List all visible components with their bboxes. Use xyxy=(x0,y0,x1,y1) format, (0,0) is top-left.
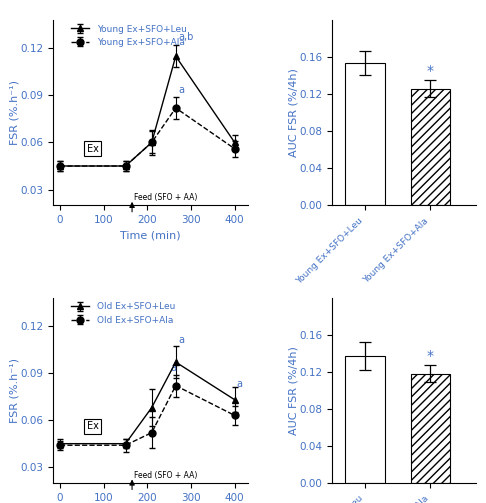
Text: Feed (SFO + AA): Feed (SFO + AA) xyxy=(134,193,198,202)
Text: *: * xyxy=(427,349,434,363)
Text: Young Ex+SFO+Ala: Young Ex+SFO+Ala xyxy=(362,216,431,285)
Text: Feed (SFO + AA): Feed (SFO + AA) xyxy=(134,471,198,480)
Text: a: a xyxy=(171,363,176,373)
Y-axis label: FSR (%.h⁻¹): FSR (%.h⁻¹) xyxy=(9,358,19,423)
Text: Old Ex+SFO+Leu: Old Ex+SFO+Leu xyxy=(303,494,365,503)
Text: a,b: a,b xyxy=(178,32,193,42)
X-axis label: Time (min): Time (min) xyxy=(121,230,181,240)
Y-axis label: FSR (%.h⁻¹): FSR (%.h⁻¹) xyxy=(9,80,19,145)
Text: Old Ex+SFO+Ala: Old Ex+SFO+Ala xyxy=(370,494,431,503)
Text: a: a xyxy=(178,335,184,345)
Text: Ex: Ex xyxy=(87,422,99,432)
Text: Ex: Ex xyxy=(87,144,99,154)
Legend: Young Ex+SFO+Leu, Young Ex+SFO+Ala: Young Ex+SFO+Leu, Young Ex+SFO+Ala xyxy=(68,21,190,51)
Text: a: a xyxy=(178,86,184,96)
Text: *: * xyxy=(427,63,434,77)
Bar xyxy=(411,89,450,205)
Bar xyxy=(411,374,450,483)
Text: a: a xyxy=(237,379,243,389)
Y-axis label: AUC FSR (%/4h): AUC FSR (%/4h) xyxy=(288,68,298,157)
Bar xyxy=(346,356,385,483)
Y-axis label: AUC FSR (%/4h): AUC FSR (%/4h) xyxy=(288,346,298,435)
Bar xyxy=(346,63,385,205)
Text: Young Ex+SFO+Leu: Young Ex+SFO+Leu xyxy=(295,216,365,286)
Legend: Old Ex+SFO+Leu, Old Ex+SFO+Ala: Old Ex+SFO+Leu, Old Ex+SFO+Ala xyxy=(68,299,178,328)
